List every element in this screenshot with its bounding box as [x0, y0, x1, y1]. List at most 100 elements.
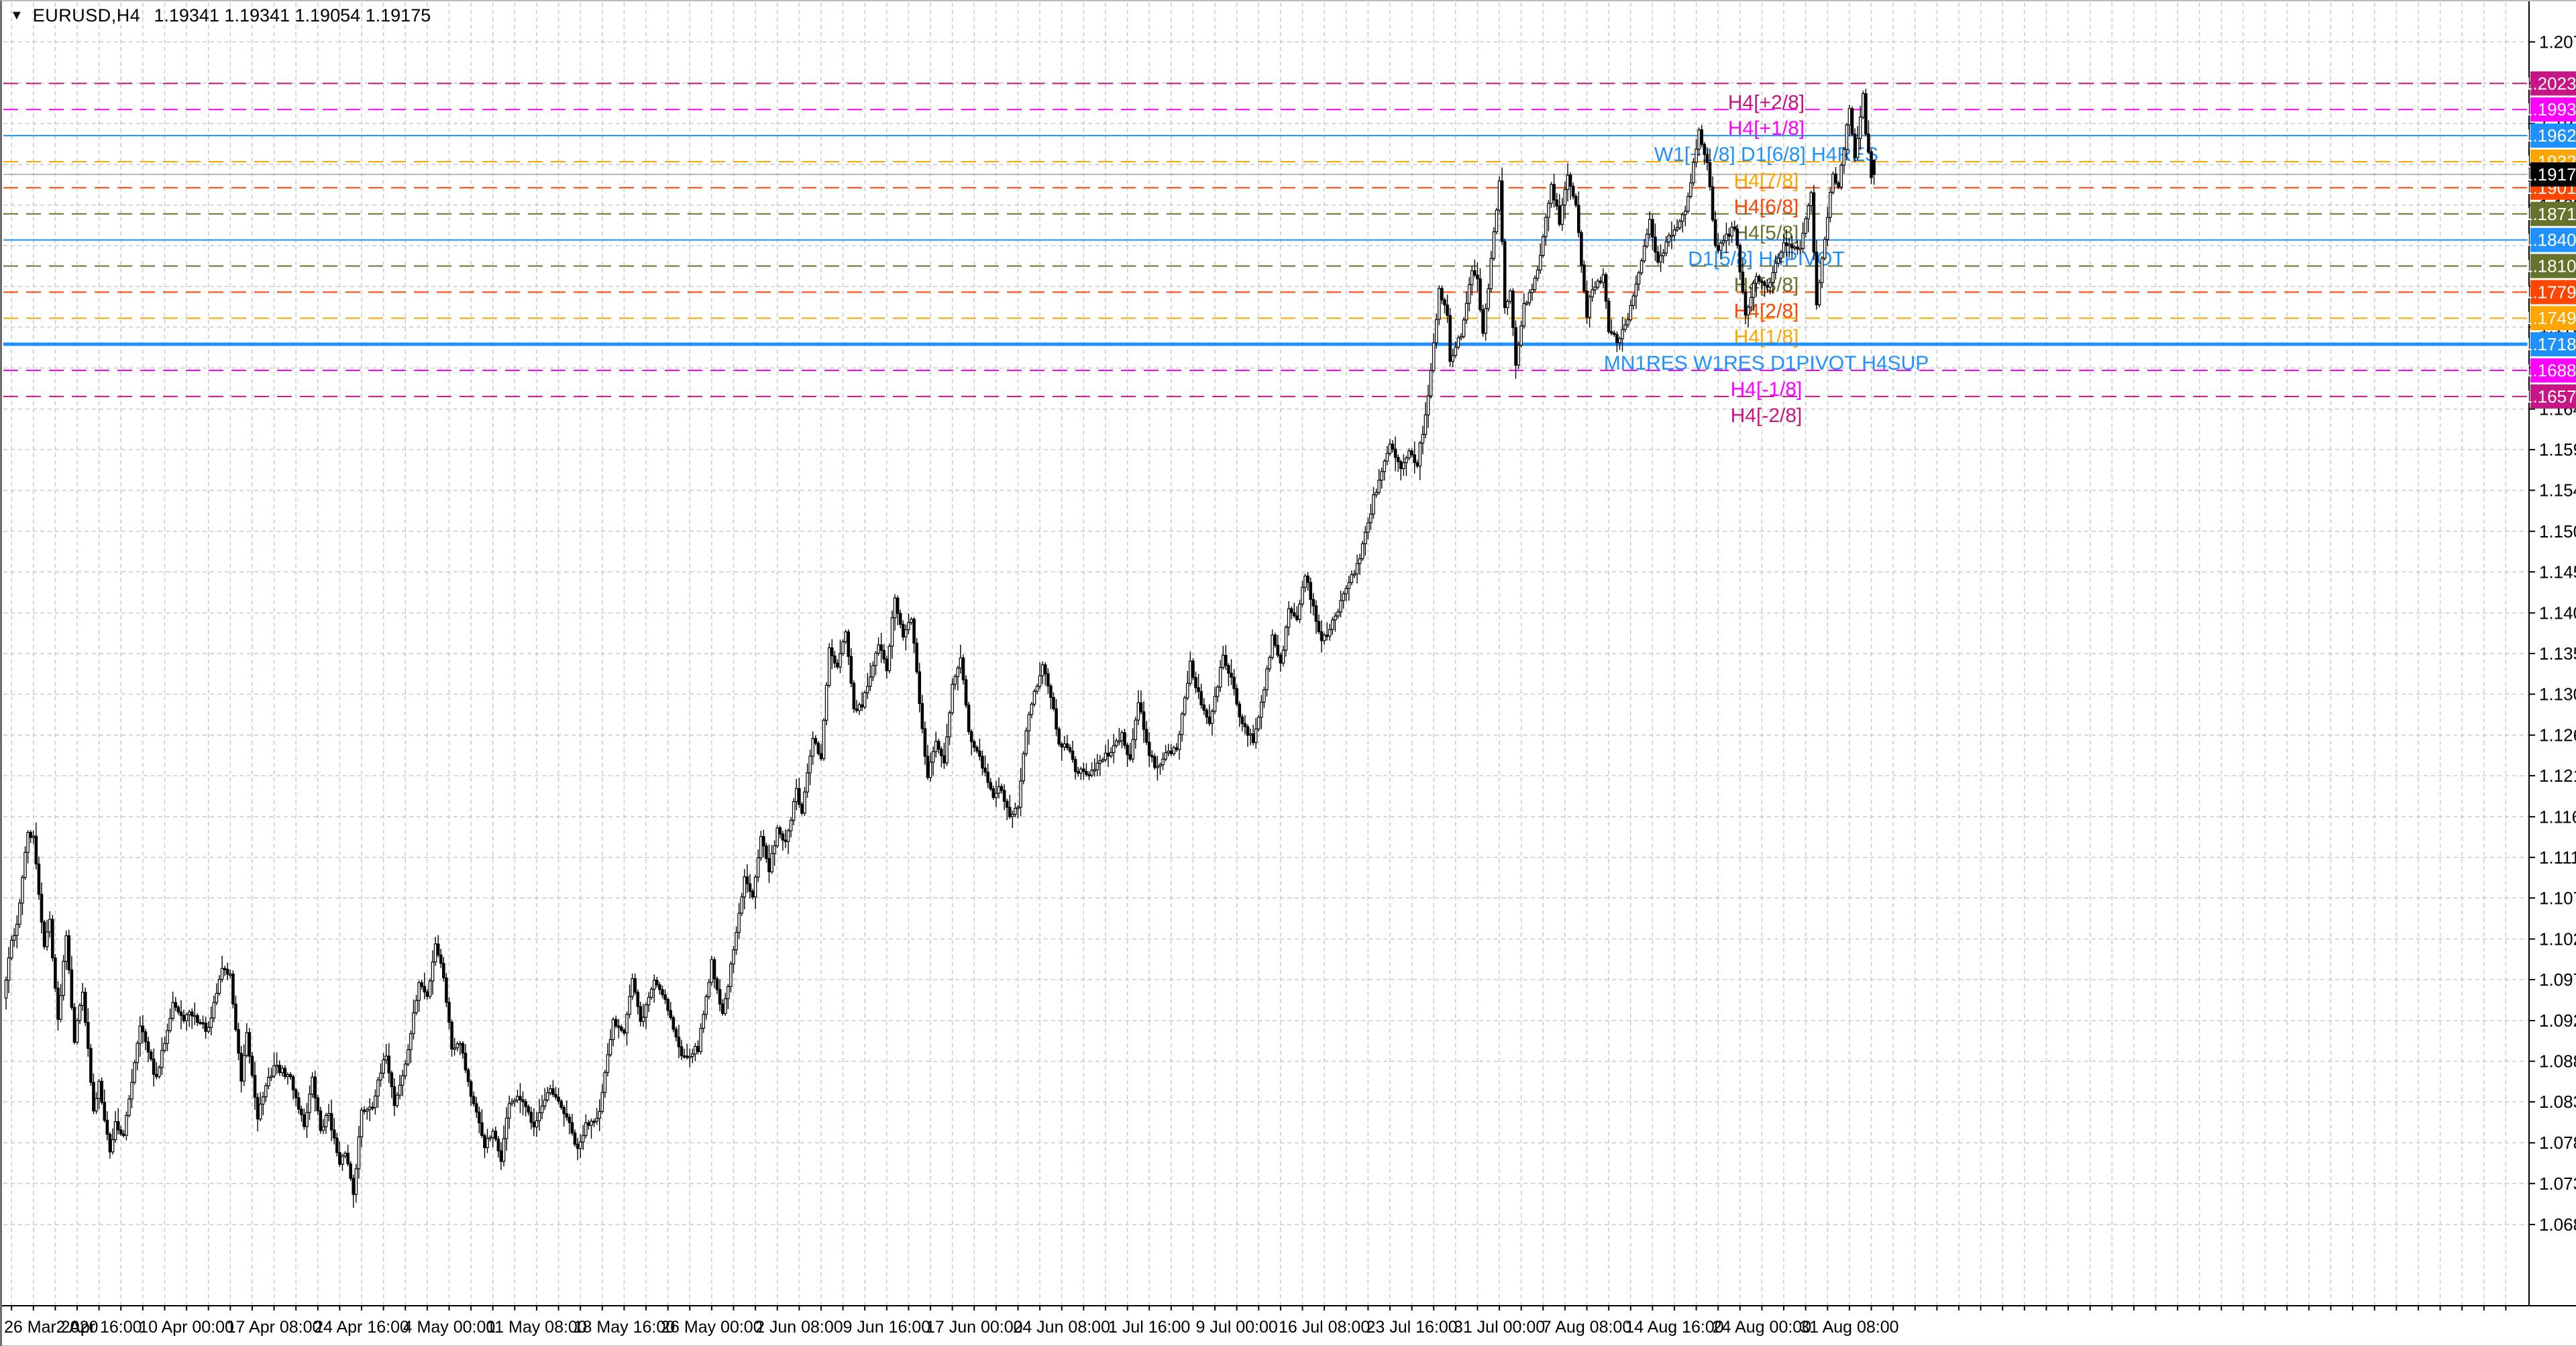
candle-body [1536, 269, 1540, 279]
candle-body [1609, 331, 1613, 334]
candle-body [1847, 108, 1851, 125]
candle-body [1177, 734, 1181, 750]
candle-body [1120, 732, 1124, 741]
candle-body [1410, 450, 1413, 456]
candle-body [171, 1002, 174, 1019]
candle-body [1479, 278, 1482, 311]
candle-body [407, 1049, 410, 1065]
candle-body [994, 792, 998, 798]
candle-body [1815, 252, 1819, 305]
candle-body [830, 647, 834, 657]
candle-body [1087, 774, 1091, 776]
candle-body [1144, 729, 1148, 743]
candle-body [581, 1135, 585, 1143]
candle-body [1861, 93, 1865, 117]
candle-body [836, 662, 839, 668]
candle-body [1708, 162, 1712, 187]
candle-body [280, 1068, 284, 1074]
candle-body [1303, 575, 1307, 588]
candle-body [1686, 196, 1690, 212]
candle-body [1418, 442, 1422, 467]
candle-body [1169, 750, 1173, 754]
candle-body [751, 890, 755, 898]
candle-body [1218, 667, 1222, 688]
candle-body [1432, 342, 1436, 371]
candle-body [784, 839, 788, 842]
candle-body [494, 1131, 498, 1140]
level-price-tag-value: 1.19629 [2523, 125, 2576, 146]
candle-body [1703, 144, 1707, 155]
candle-body [242, 1055, 246, 1082]
candle-body [1793, 246, 1796, 249]
candle-body [1079, 768, 1083, 774]
x-axis-label: 26 May 00:00 [661, 1318, 763, 1337]
level-price-tag [2530, 97, 2576, 122]
y-axis-label: 1.10710 [2539, 888, 2576, 908]
candle-body [1248, 733, 1252, 736]
candle-body [1505, 301, 1509, 309]
candle-body [1514, 327, 1517, 366]
candle-body [890, 617, 894, 647]
candle-body [286, 1074, 290, 1077]
candle-body [702, 1014, 705, 1029]
candle-body [877, 644, 880, 654]
level-label: H4[+2/8] [1728, 91, 1805, 113]
candle-body [1571, 185, 1575, 197]
candle-body [1612, 332, 1616, 335]
candle-body [1213, 696, 1217, 712]
x-axis-label: 24 Aug 00:00 [1713, 1318, 1811, 1337]
candle-body [1246, 726, 1250, 736]
y-axis-label: 1.13095 [2539, 684, 2576, 704]
candle-body [1760, 280, 1764, 283]
candle-body [893, 597, 897, 619]
candle-body [297, 1097, 301, 1110]
candle-body [1782, 242, 1786, 253]
candle-body [983, 768, 987, 773]
candle-body [1599, 280, 1603, 283]
candle-body [1082, 768, 1085, 772]
candle-body [554, 1094, 557, 1098]
candle-body [595, 1117, 598, 1122]
candle-body [871, 665, 875, 678]
candle-body [677, 1036, 681, 1047]
candle-body [445, 977, 448, 1003]
candle-body [1758, 276, 1761, 282]
candle-body [720, 1003, 724, 1015]
x-axis-label: 11 May 08:00 [486, 1318, 587, 1337]
candle-body [56, 988, 60, 1020]
candle-body [745, 876, 749, 884]
candle-body [433, 943, 437, 963]
candle-body [628, 996, 631, 1015]
candle-body [136, 1043, 139, 1064]
candle-body [1484, 308, 1487, 334]
candle-body [1440, 288, 1444, 301]
candle-body [978, 750, 981, 757]
candle-body [732, 949, 735, 965]
candle-body [827, 647, 831, 686]
candle-body [305, 1112, 309, 1127]
candle-body [611, 1019, 615, 1040]
candle-body [1495, 209, 1499, 233]
candle-body [291, 1076, 295, 1090]
candle-body [1224, 654, 1228, 666]
candle-body [87, 1021, 90, 1049]
candle-body [439, 954, 443, 964]
candle-body [967, 705, 971, 732]
candle-body [390, 1072, 394, 1088]
candle-body [798, 788, 801, 805]
candle-body [1799, 248, 1802, 250]
candle-body [141, 1025, 145, 1033]
x-axis-label: 7 Aug 08:00 [1542, 1318, 1631, 1337]
candle-body [239, 1053, 243, 1082]
candle-body [1618, 338, 1621, 344]
symbol-dropdown-icon[interactable]: ▼ [10, 8, 23, 23]
level-label: H4[+1/8] [1728, 117, 1805, 140]
candle-body [1680, 214, 1684, 222]
candle-body [1856, 138, 1860, 158]
candle-body [614, 1019, 618, 1027]
candle-body [1738, 245, 1742, 273]
candle-body [1511, 291, 1515, 328]
candle-body [341, 1155, 344, 1165]
candle-body [321, 1126, 325, 1131]
